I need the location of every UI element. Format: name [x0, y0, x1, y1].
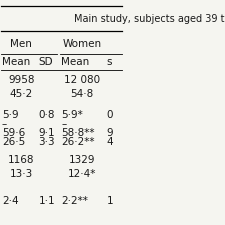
Text: 9958
45·2: 9958 45·2: [8, 75, 35, 99]
Text: Main study, subjects aged 39 to 78: Main study, subjects aged 39 to 78: [74, 14, 225, 24]
Text: –: –: [61, 119, 67, 129]
Text: 3·3: 3·3: [38, 137, 55, 147]
Text: 12 080
54·8: 12 080 54·8: [64, 75, 100, 99]
Text: Mean: Mean: [2, 57, 30, 67]
Text: 1329
12·4*: 1329 12·4*: [68, 155, 96, 179]
Text: 1168
13·3: 1168 13·3: [8, 155, 35, 179]
Text: SD: SD: [38, 57, 53, 67]
Text: 2·4: 2·4: [2, 196, 18, 206]
Text: s: s: [106, 57, 112, 67]
Text: 5·9*: 5·9*: [61, 110, 83, 120]
Text: Women: Women: [63, 39, 102, 49]
Text: Men: Men: [10, 39, 32, 49]
Text: 9·1: 9·1: [38, 128, 55, 138]
Text: 4: 4: [106, 137, 113, 147]
Text: 0: 0: [106, 110, 113, 120]
Text: 9: 9: [106, 128, 113, 138]
Text: 59·6: 59·6: [2, 128, 25, 138]
Text: 26·2**: 26·2**: [61, 137, 95, 147]
Text: 58·8**: 58·8**: [61, 128, 95, 138]
Text: –: –: [2, 119, 7, 129]
Text: 26·5: 26·5: [2, 137, 25, 147]
Text: 5·9: 5·9: [2, 110, 18, 120]
Text: Mean: Mean: [61, 57, 90, 67]
Text: 2·2**: 2·2**: [61, 196, 88, 206]
Text: 1·1: 1·1: [38, 196, 55, 206]
Text: 0·8: 0·8: [38, 110, 55, 120]
Text: 1: 1: [106, 196, 113, 206]
